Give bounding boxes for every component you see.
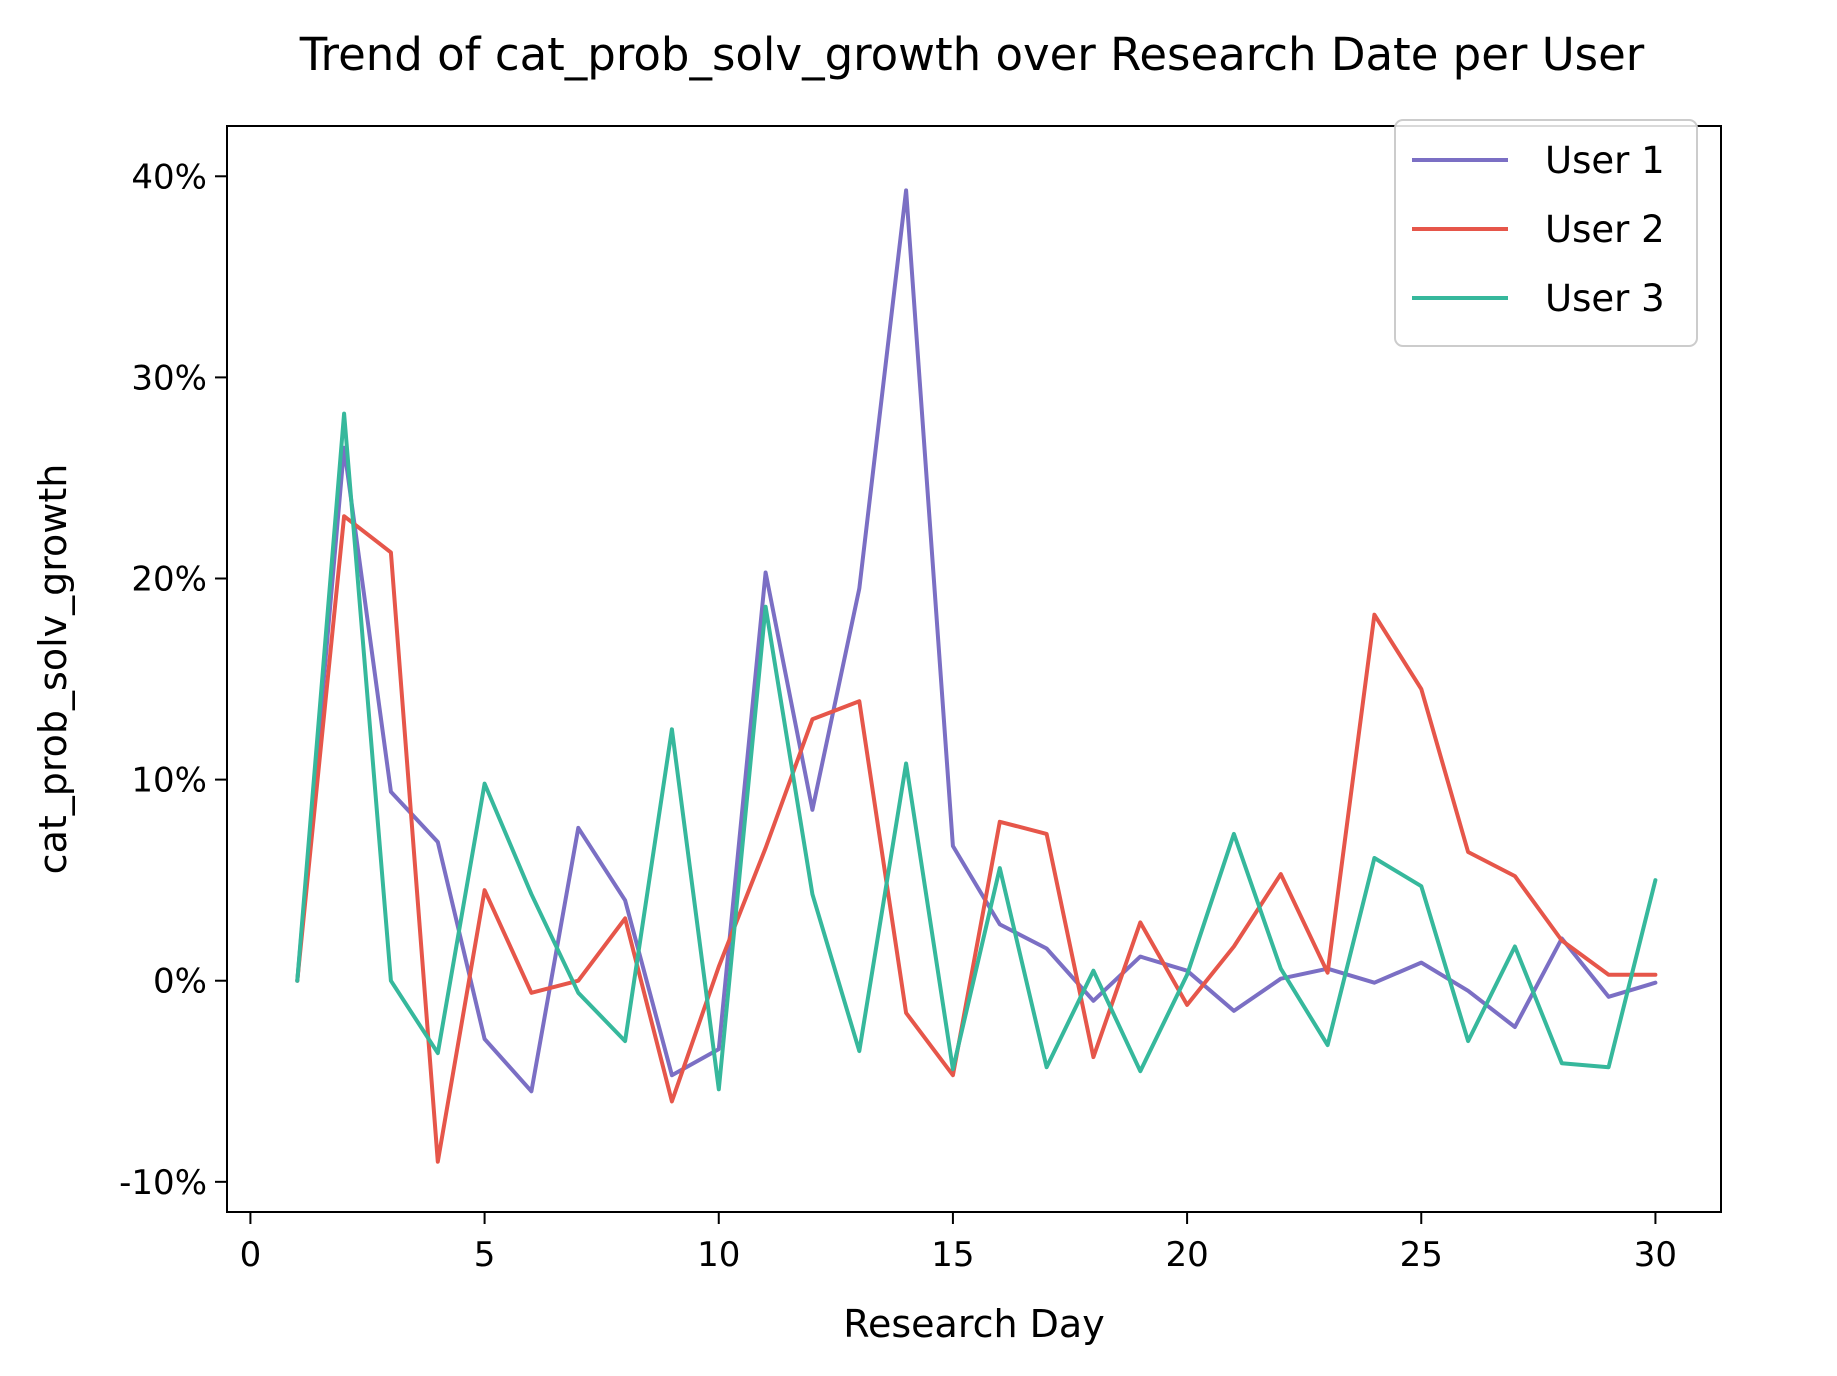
plot-frame: [226, 125, 1722, 1213]
y-axis-label: cat_prob_solv_growth: [31, 464, 75, 875]
x-tick-label: 25: [1400, 1235, 1443, 1275]
y-tick-label: 10%: [131, 761, 207, 801]
x-axis-ticks: 0 5 10 15 20 25 30: [240, 1212, 1677, 1275]
series-line-user-3: [295, 411, 1658, 1092]
x-tick-label: 20: [1165, 1235, 1208, 1275]
legend-box: [1394, 119, 1698, 347]
x-tick-label: 30: [1634, 1235, 1677, 1275]
y-tick-label: 40%: [131, 157, 207, 197]
chart-title: Trend of cat_prob_solv_growth over Resea…: [299, 28, 1645, 81]
y-axis-ticks: -10% 0% 10% 20% 30% 40%: [119, 157, 227, 1203]
y-tick-label: 30%: [131, 358, 207, 398]
legend-label-user-3: User 3: [1545, 277, 1665, 320]
x-axis-label: Research Day: [843, 1302, 1104, 1346]
x-tick-label: 5: [474, 1235, 496, 1275]
legend-label-user-2: User 2: [1545, 208, 1665, 251]
x-tick-label: 0: [240, 1235, 262, 1275]
legend-label-user-1: User 1: [1545, 139, 1665, 182]
plot-area: [295, 188, 1658, 1164]
y-tick-label: -10%: [119, 1163, 207, 1203]
y-tick-label: 0%: [153, 962, 207, 1002]
series-line-user-1: [295, 188, 1658, 1094]
x-tick-label: 15: [931, 1235, 974, 1275]
y-tick-label: 20%: [131, 560, 207, 600]
legend: User 1 User 2 User 3: [1394, 119, 1698, 347]
series-line-user-2: [295, 514, 1658, 1164]
x-tick-label: 10: [697, 1235, 740, 1275]
